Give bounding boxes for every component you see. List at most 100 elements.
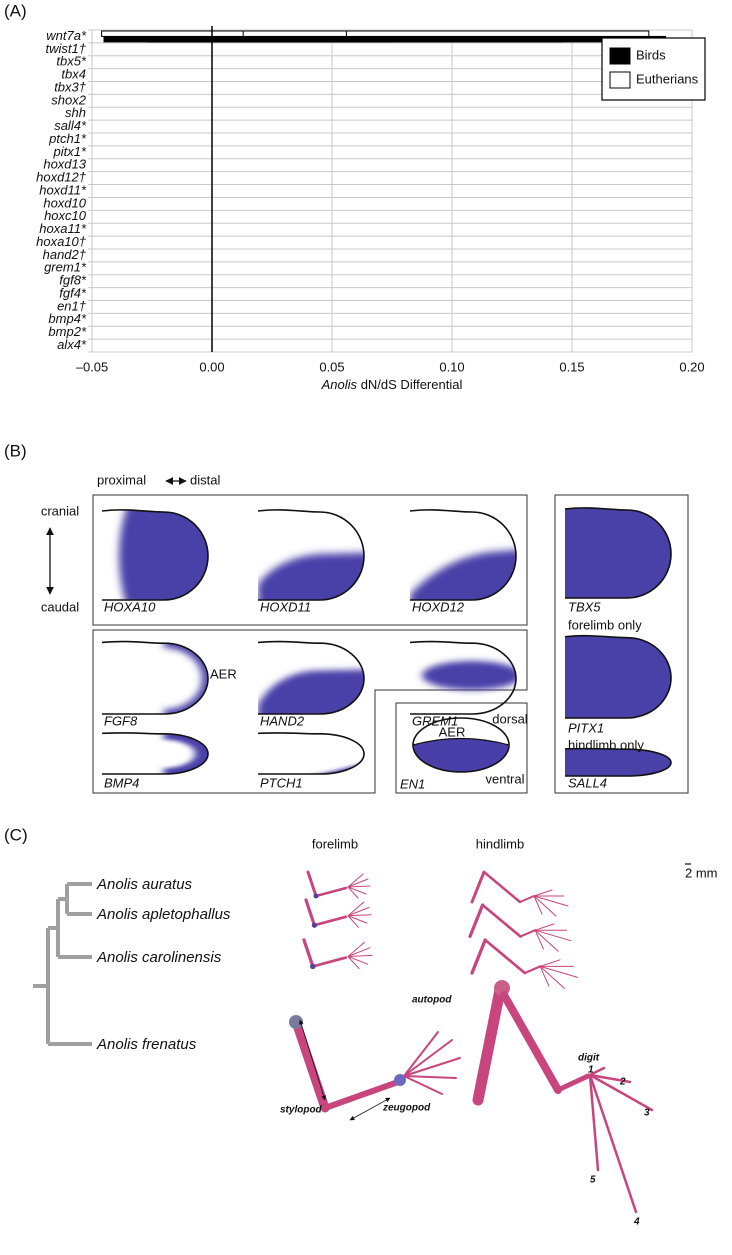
panel-label: (B) <box>4 441 27 460</box>
expression-panel: (B) proximal distal cranial caudal HOXA1… <box>4 441 695 794</box>
bone <box>347 906 370 917</box>
y-tick-label: hoxc10 <box>44 208 87 223</box>
gene-label: SALL4 <box>568 775 607 790</box>
column-header: forelimb <box>312 836 358 851</box>
bone <box>533 895 557 917</box>
panel-box <box>92 629 528 794</box>
bone <box>539 965 565 989</box>
x-axis-species: Anolis <box>321 377 358 392</box>
bone <box>539 965 550 987</box>
bone <box>519 895 535 903</box>
panel-box <box>554 494 689 794</box>
panel-label: (A) <box>4 1 27 20</box>
x-axis-text: dN/dS Differential <box>361 377 463 392</box>
panel-label: (C) <box>4 825 28 844</box>
limb-outline <box>102 510 208 600</box>
y-tick-label: hoxd12† <box>36 170 87 185</box>
region-label: zeugopod <box>382 1103 431 1114</box>
joint <box>310 963 316 970</box>
gene-label: GREM1 <box>412 713 458 728</box>
species-label: Anolis auratus <box>96 876 193 893</box>
x-tick-label: 0.00 <box>199 359 224 374</box>
y-tick-label: ptch1* <box>48 131 87 146</box>
y-tick-label: pitx1* <box>52 144 86 159</box>
expression <box>163 732 208 774</box>
y-tick-label: fgf8* <box>59 273 87 288</box>
gene-label: TBX5 <box>568 599 601 614</box>
gene-label: HOXD11 <box>260 599 311 614</box>
bone <box>472 984 506 1106</box>
x-tick-label: –0.05 <box>76 359 109 374</box>
bone <box>588 1073 638 1214</box>
y-tick-label: hoxd10 <box>43 195 86 210</box>
y-tick-label: hoxd13 <box>43 157 86 172</box>
limb-outline <box>258 510 364 600</box>
species-label: Anolis carolinensis <box>96 949 222 966</box>
y-tick-label: hand2† <box>43 247 87 262</box>
arrow <box>298 1019 327 1101</box>
expression <box>422 660 516 690</box>
bone <box>347 956 360 970</box>
limb-outline <box>102 642 208 714</box>
species-label: Anolis frenatus <box>96 1036 197 1053</box>
ventral-label: ventral <box>485 771 524 786</box>
panel-box <box>395 702 528 794</box>
digit-number: 2 <box>619 1077 626 1088</box>
bone <box>523 965 542 975</box>
limb-outline <box>412 737 510 746</box>
bone <box>291 1017 330 1113</box>
expression-area <box>410 548 516 600</box>
gene-label: HOXA10 <box>104 599 156 614</box>
bone <box>302 938 315 969</box>
bone <box>403 1031 439 1077</box>
limb <box>410 510 540 618</box>
skeleton-images <box>289 870 654 1214</box>
legend-label: Birds <box>636 47 666 62</box>
y-tick-label: tbx5* <box>56 54 87 69</box>
gene-note: hindlimb only <box>568 737 644 752</box>
limb <box>102 642 208 714</box>
y-tick-label: hoxa11* <box>39 221 87 236</box>
limb <box>555 496 695 616</box>
expression <box>258 552 364 600</box>
column-header: hindlimb <box>476 836 524 851</box>
bone <box>534 923 555 931</box>
y-tick-label: hoxa10† <box>36 234 87 249</box>
digit-number: 1 <box>588 1065 594 1076</box>
axis-label: caudal <box>41 599 79 614</box>
bone <box>482 870 522 904</box>
arrow <box>349 1097 391 1121</box>
bone <box>314 886 348 898</box>
bone <box>347 947 371 957</box>
bone <box>347 915 359 928</box>
bar <box>103 35 213 43</box>
gene-label: FGF8 <box>104 713 138 728</box>
bone <box>588 1073 632 1084</box>
bone <box>347 941 365 957</box>
x-tick-label: 0.20 <box>679 359 704 374</box>
species-label: Anolis apletophallus <box>96 906 231 923</box>
expression-area <box>163 732 208 774</box>
y-tick-label: tbx3† <box>54 79 87 94</box>
bone <box>534 929 572 942</box>
bone <box>588 1066 606 1077</box>
gene-label: EN1 <box>400 776 425 791</box>
limb <box>555 625 695 735</box>
y-tick-label: hoxd11* <box>39 182 87 197</box>
legend-swatch <box>609 71 631 89</box>
bone <box>347 954 373 957</box>
bar <box>211 30 244 37</box>
expression-area <box>422 660 516 690</box>
gene-label: BMP4 <box>104 775 139 790</box>
limb-outline <box>410 510 516 600</box>
bone <box>534 929 544 950</box>
bone <box>347 886 367 895</box>
bar <box>211 35 225 43</box>
x-tick-label: 0.10 <box>439 359 464 374</box>
expression-blur <box>422 660 516 690</box>
axis-label: proximal <box>97 472 146 487</box>
bone <box>555 1073 591 1093</box>
region-label: stylopod <box>280 1105 323 1116</box>
chart-panel: (A) –0.05 0.00 0.05 0.10 0.15 0.20 wnt7a*twist… <box>4 1 706 392</box>
